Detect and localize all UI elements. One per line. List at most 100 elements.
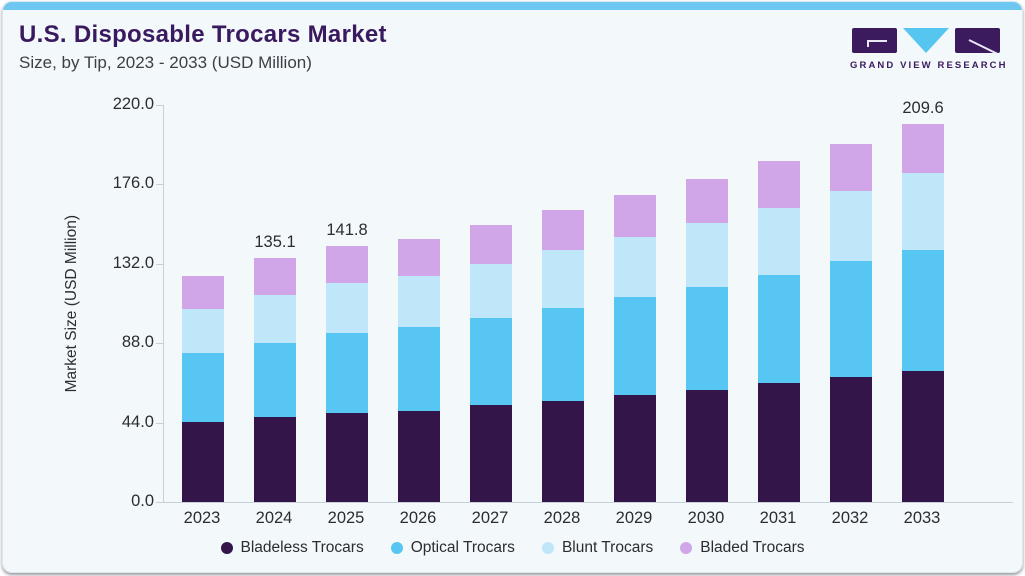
segment-blunt-trocars-2026 — [398, 276, 440, 327]
accent-top-strip — [3, 2, 1022, 10]
segment-bladed-trocars-2027 — [470, 225, 512, 264]
segment-optical-trocars-2027 — [470, 317, 512, 406]
segment-bladeless-trocars-2031 — [758, 383, 800, 502]
y-tick-label-44.0: 44.0 — [121, 412, 154, 431]
x-tick-label-2025: 2025 — [327, 509, 365, 527]
bar-2027 — [470, 225, 512, 502]
segment-bladed-trocars-2032 — [830, 144, 872, 192]
legend-item-blunt-trocars: Blunt Trocars — [541, 539, 654, 557]
segment-bladed-trocars-2031 — [758, 160, 800, 208]
y-tick-mark — [156, 343, 163, 345]
segment-bladed-trocars-2023 — [182, 276, 224, 309]
legend-label: Bladeless Trocars — [240, 539, 364, 556]
y-tick-label-132.0: 132.0 — [112, 253, 154, 272]
brand-logo: GRAND VIEW RESEARCH — [850, 28, 1008, 71]
bar-total-label-2024: 135.1 — [254, 233, 296, 252]
legend-dot-icon — [390, 542, 403, 554]
bar-2031 — [758, 160, 800, 502]
y-tick-label-88.0: 88.0 — [121, 333, 154, 352]
x-tick-label-2028: 2028 — [543, 509, 581, 527]
y-tick-label-0.0: 0.0 — [131, 492, 154, 510]
segment-bladeless-trocars-2023 — [182, 422, 224, 502]
x-tick-label-2029: 2029 — [615, 509, 653, 527]
segment-bladeless-trocars-2024 — [254, 416, 296, 502]
x-axis-line — [156, 502, 1013, 503]
segment-bladeless-trocars-2030 — [686, 389, 728, 502]
segment-blunt-trocars-2030 — [686, 222, 728, 287]
legend-item-bladed-trocars: Bladed Trocars — [680, 539, 805, 557]
y-tick-mark — [156, 422, 163, 424]
segment-optical-trocars-2024 — [254, 342, 296, 417]
legend-dot-icon — [541, 542, 554, 554]
segment-optical-trocars-2023 — [182, 353, 224, 423]
x-tick-label-2030: 2030 — [687, 509, 725, 527]
segment-optical-trocars-2033 — [902, 250, 944, 372]
segment-optical-trocars-2028 — [542, 308, 584, 401]
legend-item-optical-trocars: Optical Trocars — [390, 539, 515, 557]
bar-2026 — [398, 238, 440, 502]
segment-optical-trocars-2030 — [686, 286, 728, 390]
segment-bladeless-trocars-2026 — [398, 410, 440, 502]
segment-blunt-trocars-2032 — [830, 191, 872, 262]
bar-2028 — [542, 210, 584, 502]
bar-2025: 141.8 — [326, 221, 368, 502]
legend-label: Optical Trocars — [410, 539, 515, 556]
segment-blunt-trocars-2025 — [326, 283, 368, 333]
segment-bladeless-trocars-2033 — [902, 371, 944, 502]
segment-bladed-trocars-2025 — [326, 246, 368, 284]
plot-area: 135.1 141.8 209.6 — [163, 99, 1011, 502]
brand-logo-mark — [850, 28, 1002, 54]
segment-blunt-trocars-2031 — [758, 207, 800, 275]
segment-bladed-trocars-2028 — [542, 210, 584, 250]
page-subtitle: Size, by Tip, 2023 - 2033 (USD Million) — [19, 53, 312, 72]
segment-blunt-trocars-2029 — [614, 237, 656, 297]
bar-2032 — [830, 144, 872, 502]
segment-bladed-trocars-2030 — [686, 178, 728, 223]
logo-v-icon — [903, 28, 949, 53]
segment-bladed-trocars-2024 — [254, 258, 296, 295]
segment-bladeless-trocars-2028 — [542, 400, 584, 502]
segment-bladed-trocars-2029 — [614, 195, 656, 238]
x-tick-label-2033: 2033 — [903, 509, 941, 527]
segment-bladeless-trocars-2027 — [470, 405, 512, 502]
legend-item-bladeless-trocars: Bladeless Trocars — [220, 539, 364, 557]
segment-bladed-trocars-2026 — [398, 238, 440, 277]
segment-blunt-trocars-2023 — [182, 308, 224, 354]
bar-2024: 135.1 — [254, 233, 296, 502]
legend-label: Bladed Trocars — [700, 539, 805, 556]
segment-blunt-trocars-2024 — [254, 294, 296, 343]
segment-optical-trocars-2029 — [614, 296, 656, 395]
legend-dot-icon — [220, 542, 233, 554]
segment-blunt-trocars-2028 — [542, 249, 584, 309]
legend-label: Blunt Trocars — [561, 539, 654, 556]
bar-total-label-2033: 209.6 — [902, 98, 944, 117]
x-tick-label-2031: 2031 — [759, 509, 797, 527]
logo-r-icon — [955, 28, 1000, 53]
y-tick-mark — [156, 105, 163, 106]
y-tick-label-176.0: 176.0 — [112, 174, 154, 193]
y-tick-mark — [156, 184, 163, 186]
brand-logo-text: GRAND VIEW RESEARCH — [850, 60, 1008, 71]
logo-g-icon — [852, 28, 897, 53]
chart-legend: Bladeless Trocars Optical Trocars Blunt Tr… — [3, 539, 1022, 557]
x-tick-label-2027: 2027 — [471, 509, 509, 527]
y-axis-title: Market Size (USD Million) — [63, 214, 80, 393]
segment-blunt-trocars-2027 — [470, 263, 512, 318]
segment-optical-trocars-2031 — [758, 274, 800, 384]
segment-optical-trocars-2032 — [830, 261, 872, 378]
bar-2030 — [686, 178, 728, 502]
segment-optical-trocars-2026 — [398, 326, 440, 411]
x-tick-label-2023: 2023 — [183, 509, 221, 527]
bar-2033: 209.6 — [902, 99, 944, 502]
segment-blunt-trocars-2033 — [902, 172, 944, 251]
page-title: U.S. Disposable Trocars Market — [19, 21, 387, 48]
x-tick-label-2024: 2024 — [255, 509, 293, 527]
x-tick-label-2026: 2026 — [399, 509, 437, 527]
bar-2029 — [614, 195, 656, 502]
segment-bladeless-trocars-2032 — [830, 377, 872, 502]
segment-bladeless-trocars-2029 — [614, 394, 656, 502]
bar-total-label-2025: 141.8 — [326, 221, 368, 240]
segment-optical-trocars-2025 — [326, 332, 368, 413]
x-tick-label-2032: 2032 — [831, 509, 869, 527]
